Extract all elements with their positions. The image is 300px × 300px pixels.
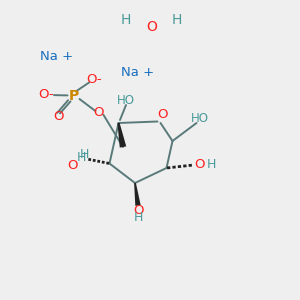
Text: O: O xyxy=(94,106,104,119)
Text: H: H xyxy=(172,13,182,26)
Text: H: H xyxy=(133,211,143,224)
Text: Na +: Na + xyxy=(40,50,74,64)
Text: HO: HO xyxy=(117,94,135,107)
Text: O-: O- xyxy=(39,88,54,101)
Text: O: O xyxy=(133,203,143,217)
Text: P: P xyxy=(68,89,79,103)
Text: O: O xyxy=(157,107,167,121)
Text: O: O xyxy=(53,110,64,124)
Polygon shape xyxy=(117,123,126,148)
Text: H: H xyxy=(79,148,89,161)
Text: HO: HO xyxy=(190,112,208,125)
Polygon shape xyxy=(134,183,141,206)
Text: O: O xyxy=(146,20,157,34)
Text: O: O xyxy=(68,159,78,172)
Text: Na +: Na + xyxy=(122,65,154,79)
Text: H: H xyxy=(76,151,86,164)
Text: O-: O- xyxy=(87,73,102,86)
Text: H: H xyxy=(207,158,216,172)
Text: H: H xyxy=(121,13,131,26)
Text: O: O xyxy=(194,158,205,172)
